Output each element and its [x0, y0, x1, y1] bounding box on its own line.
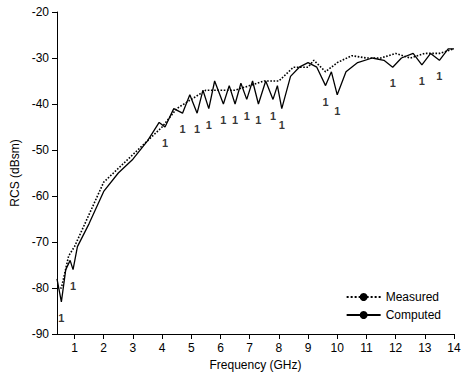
svg-text:1: 1 [71, 341, 78, 355]
svg-text:1: 1 [436, 70, 442, 82]
svg-text:-60: -60 [32, 189, 50, 203]
svg-text:1: 1 [255, 114, 261, 126]
svg-text:7: 7 [246, 341, 253, 355]
svg-text:-40: -40 [32, 97, 50, 111]
svg-text:1: 1 [279, 119, 285, 131]
svg-text:4: 4 [159, 341, 166, 355]
svg-text:Computed: Computed [386, 308, 441, 322]
svg-text:2: 2 [100, 341, 107, 355]
svg-text:-70: -70 [32, 235, 50, 249]
svg-text:1: 1 [194, 123, 200, 135]
svg-text:1: 1 [419, 75, 425, 87]
svg-text:-20: -20 [32, 5, 50, 19]
svg-text:1: 1 [390, 77, 396, 89]
svg-text:11: 11 [360, 341, 373, 355]
svg-text:5: 5 [188, 341, 195, 355]
svg-text:-30: -30 [32, 51, 50, 65]
svg-text:10: 10 [331, 341, 345, 355]
svg-text:1: 1 [162, 137, 168, 149]
svg-text:1: 1 [232, 114, 238, 126]
svg-text:6: 6 [217, 341, 224, 355]
svg-text:-80: -80 [32, 281, 50, 295]
svg-text:Frequency (GHz): Frequency (GHz) [209, 358, 301, 372]
svg-text:1: 1 [206, 119, 212, 131]
svg-text:9: 9 [305, 341, 312, 355]
svg-text:1: 1 [70, 280, 76, 292]
svg-text:13: 13 [418, 341, 432, 355]
svg-text:3: 3 [130, 341, 137, 355]
svg-text:14: 14 [447, 341, 461, 355]
svg-text:1: 1 [220, 114, 226, 126]
svg-text:1: 1 [179, 123, 185, 135]
svg-text:RCS (dBsm): RCS (dBsm) [8, 139, 22, 206]
svg-text:1: 1 [244, 110, 250, 122]
svg-text:Measured: Measured [386, 290, 439, 304]
svg-text:1: 1 [58, 312, 64, 324]
svg-text:1: 1 [334, 105, 340, 117]
svg-text:-50: -50 [32, 143, 50, 157]
svg-text:-90: -90 [32, 327, 50, 341]
svg-text:1: 1 [270, 110, 276, 122]
svg-text:12: 12 [389, 341, 403, 355]
svg-text:1: 1 [322, 96, 328, 108]
svg-text:8: 8 [276, 341, 283, 355]
